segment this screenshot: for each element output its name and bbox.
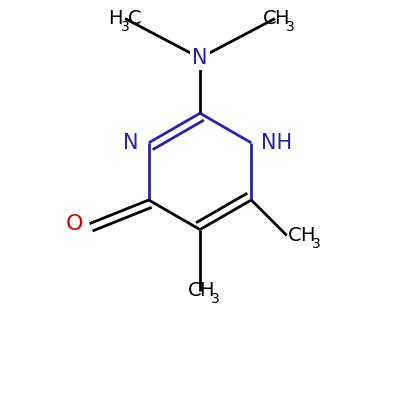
Text: H: H xyxy=(199,281,214,300)
Text: O: O xyxy=(66,214,84,234)
Text: C: C xyxy=(128,9,141,28)
Text: 3: 3 xyxy=(312,237,321,251)
Text: C: C xyxy=(288,226,302,245)
Text: H: H xyxy=(108,9,123,28)
Text: 3: 3 xyxy=(121,20,130,34)
Text: N: N xyxy=(123,133,139,153)
Text: C: C xyxy=(188,281,201,300)
Text: H: H xyxy=(274,9,288,28)
Text: 3: 3 xyxy=(286,20,295,34)
Text: N: N xyxy=(192,48,208,68)
Text: NH: NH xyxy=(261,133,292,153)
Text: H: H xyxy=(300,226,314,245)
Text: 3: 3 xyxy=(212,292,220,306)
Text: C: C xyxy=(263,9,276,28)
